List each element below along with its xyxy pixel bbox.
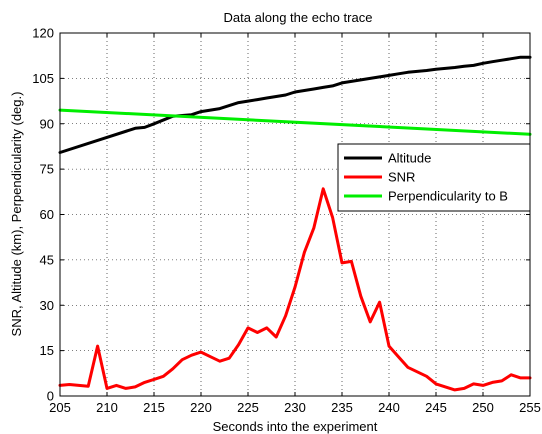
x-tick-label: 255 [519, 400, 541, 415]
x-tick-label: 240 [378, 400, 400, 415]
y-axis-ticks: 0 15 30 45 60 75 90 105 120 [32, 26, 530, 404]
x-tick-label: 245 [425, 400, 447, 415]
x-tick-label: 205 [49, 400, 71, 415]
x-tick-label: 235 [331, 400, 353, 415]
y-tick-label: 105 [32, 71, 54, 86]
x-tick-label: 210 [96, 400, 118, 415]
legend-label: Altitude [388, 151, 431, 166]
x-tick-label: 220 [190, 400, 212, 415]
y-tick-label: 75 [40, 162, 54, 177]
plot-frame [59, 32, 531, 397]
y-tick-label: 45 [40, 252, 54, 267]
x-tick-label: 250 [472, 400, 494, 415]
chart-title: Data along the echo trace [224, 10, 373, 25]
y-tick-label: 0 [47, 389, 54, 404]
y-axis-label: SNR, Altitude (km), Perpendicularity (de… [9, 92, 24, 337]
legend-label: SNR [388, 170, 415, 185]
y-tick-label: 30 [40, 298, 54, 313]
x-tick-label: 215 [143, 400, 165, 415]
y-tick-label: 60 [40, 207, 54, 222]
y-tick-label: 15 [40, 343, 54, 358]
series-lines [58, 55, 532, 392]
series-line-perpendicularity-to-b [58, 108, 532, 136]
y-tick-label: 120 [32, 26, 54, 41]
x-axis-label: Seconds into the experiment [213, 419, 378, 434]
series-line-altitude [58, 55, 532, 154]
legend-label: Perpendicularity to B [388, 189, 508, 204]
y-tick-label: 90 [40, 116, 54, 131]
x-axis-ticks: 205 210 215 220 225 230 235 240 245 250 255 [49, 33, 541, 415]
x-tick-label: 225 [237, 400, 259, 415]
legend: Altitude SNR Perpendicularity to B [337, 143, 531, 212]
x-tick-label: 230 [284, 400, 306, 415]
series-line-snr [58, 187, 532, 392]
